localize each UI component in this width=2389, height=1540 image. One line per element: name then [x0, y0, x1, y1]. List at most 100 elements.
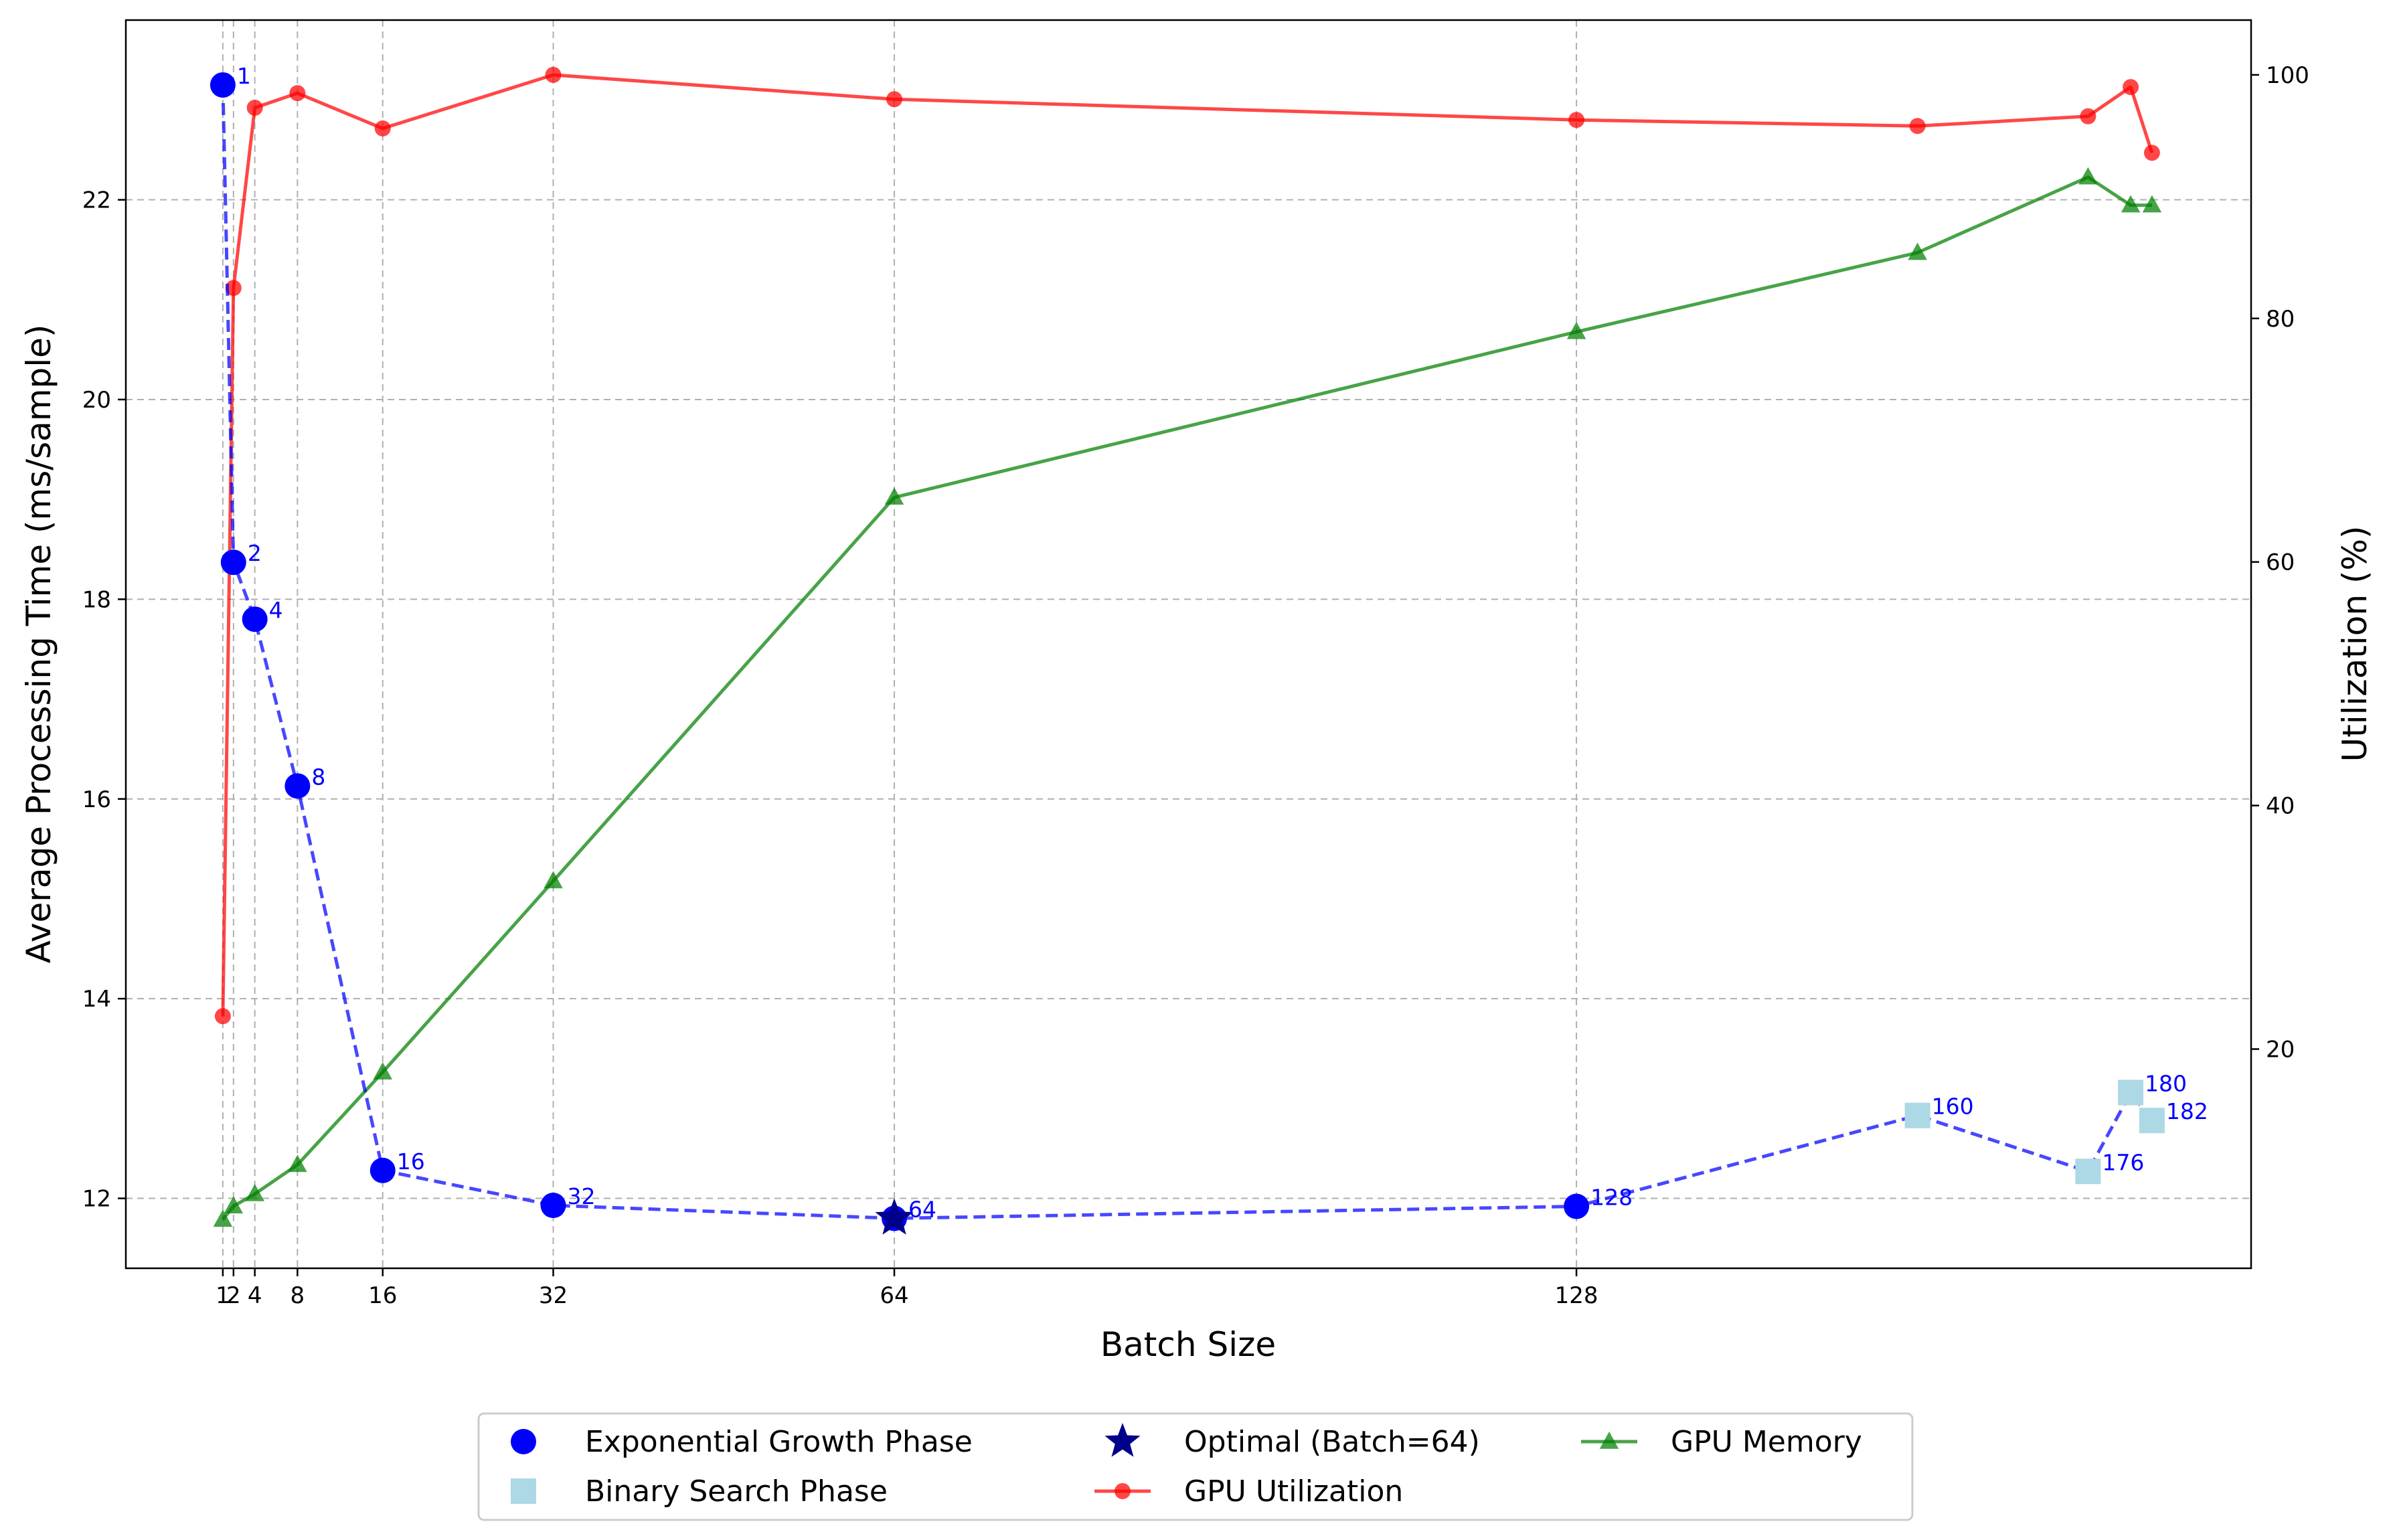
x-tick-label: 1: [216, 1282, 230, 1309]
gpu-utilization-point: [545, 66, 562, 83]
gpu-utilization-point: [1909, 118, 1926, 135]
exponential-point: [220, 549, 246, 576]
y-left-tick-label: 14: [82, 986, 111, 1013]
annotation-label: 182: [2166, 1098, 2208, 1124]
x-tick-label: 32: [539, 1282, 568, 1309]
plot-frame: [125, 19, 2252, 1270]
gpu-memory-point: [373, 1062, 392, 1080]
gpu-utilization-point: [2123, 79, 2139, 96]
x-tick-label: 64: [880, 1282, 908, 1309]
gpu-memory-point: [544, 871, 563, 889]
annotation-label: 4: [269, 597, 283, 623]
exponential-point: [369, 1157, 396, 1183]
x-axis-label: Batch Size: [1100, 1325, 1276, 1364]
y-axis-right-label: Utilization (%): [2335, 526, 2374, 762]
binary-point: [1904, 1102, 1930, 1128]
legend: Exponential Growth Phase Binary Search Ph…: [477, 1412, 1914, 1521]
y-right-tick-label: 80: [2266, 306, 2295, 333]
binary-point: [2139, 1108, 2165, 1134]
gpu-utilization-point: [1568, 112, 1585, 129]
annotation-label: 2: [248, 540, 262, 566]
optimal-series: [875, 1198, 914, 1235]
gpu-utilization-point: [2080, 108, 2096, 124]
legend-item: Exponential Growth Phase: [511, 1425, 973, 1459]
y-left-tick-label: 18: [82, 586, 111, 613]
annotation-label: 8: [311, 764, 325, 790]
legend-marker: [511, 1478, 536, 1504]
gpu-utilization-point: [886, 91, 903, 108]
gpu-memory-point: [884, 487, 904, 505]
binary-search-series: [1904, 1080, 2165, 1185]
y-left-tick-label: 16: [82, 786, 111, 813]
exponential-point: [242, 606, 268, 632]
gpu-memory-point: [2121, 195, 2141, 213]
gpu-memory-point: [288, 1154, 307, 1173]
annotation-label: 16: [397, 1148, 425, 1175]
legend-label: Binary Search Phase: [585, 1474, 888, 1509]
annotation-label: 32: [568, 1183, 596, 1209]
x-tick-label: 16: [368, 1282, 397, 1309]
gpu-memory-point: [1566, 321, 1586, 339]
binary-point: [2118, 1080, 2144, 1106]
exponential-point: [1564, 1193, 1590, 1219]
gpu-utilization-point: [289, 85, 306, 102]
gpu-memory-point: [2078, 167, 2098, 185]
legend-marker: [1599, 1432, 1619, 1449]
gpu-utilization-point: [225, 280, 242, 296]
x-tick-label: 4: [248, 1282, 262, 1309]
x-tick-label: 128: [1555, 1282, 1598, 1309]
exponential-point: [210, 72, 236, 98]
legend-item: Binary Search Phase: [511, 1474, 888, 1509]
legend-label: GPU Memory: [1671, 1425, 1862, 1459]
binary-point: [2075, 1159, 2101, 1185]
grid: [126, 20, 2251, 1268]
gpu-utilization-point: [246, 100, 263, 116]
exponential-point: [540, 1193, 566, 1219]
annotation-label: 176: [2102, 1149, 2144, 1175]
legend-label: Optimal (Batch=64): [1184, 1425, 1480, 1459]
y-right-tick-label: 60: [2266, 549, 2295, 576]
gpu-memory-point: [2142, 195, 2162, 213]
x-tick-label: 2: [226, 1282, 241, 1309]
gpu-memory-point: [1908, 242, 1927, 260]
annotation-label: 160: [1932, 1094, 1974, 1120]
y-left-tick-label: 20: [82, 387, 111, 414]
legend-box: [477, 1412, 1914, 1521]
y-left-tick-label: 22: [82, 187, 111, 214]
gpu-utilization-point: [374, 120, 391, 137]
gpu-memory-point: [245, 1184, 264, 1201]
x-tick-label: 8: [291, 1282, 305, 1309]
optimal-point: [875, 1198, 914, 1235]
exponential-point: [284, 773, 311, 799]
y-axis-left-label: Average Processing Time (ms/sample): [19, 325, 58, 964]
annotation-label: 64: [908, 1196, 936, 1222]
annotation-label: 180: [2145, 1070, 2187, 1096]
legend-label: GPU Utilization: [1184, 1474, 1403, 1509]
gpu-utilization-point: [214, 1008, 231, 1025]
gpu-utilization-line: [221, 73, 2154, 1017]
y-right-tick-label: 40: [2266, 793, 2295, 820]
gpu-memory-point: [224, 1196, 244, 1214]
legend-marker: [511, 1429, 536, 1454]
gpu-memory-point: [213, 1209, 233, 1227]
legend-marker: [1115, 1483, 1131, 1499]
legend-marker: [1104, 1423, 1141, 1457]
gpu-utilization-point: [2143, 145, 2160, 161]
annotation-label: 1: [237, 63, 251, 89]
legend-item: GPU Utilization: [1094, 1474, 1403, 1509]
legend-item: GPU Memory: [1581, 1425, 1862, 1459]
y-left-tick-label: 12: [82, 1186, 111, 1213]
annotation-label: 128: [1590, 1184, 1633, 1210]
legend-item: Optimal (Batch=64): [1104, 1423, 1480, 1459]
y-right-tick-label: 100: [2266, 62, 2309, 89]
exponential-growth-series: [210, 72, 1590, 1231]
gpu-memory-series: [213, 167, 2162, 1227]
y-right-tick-label: 20: [2266, 1036, 2295, 1063]
legend-label: Exponential Growth Phase: [585, 1425, 973, 1459]
gpu-utilization-series: [214, 66, 2160, 1025]
